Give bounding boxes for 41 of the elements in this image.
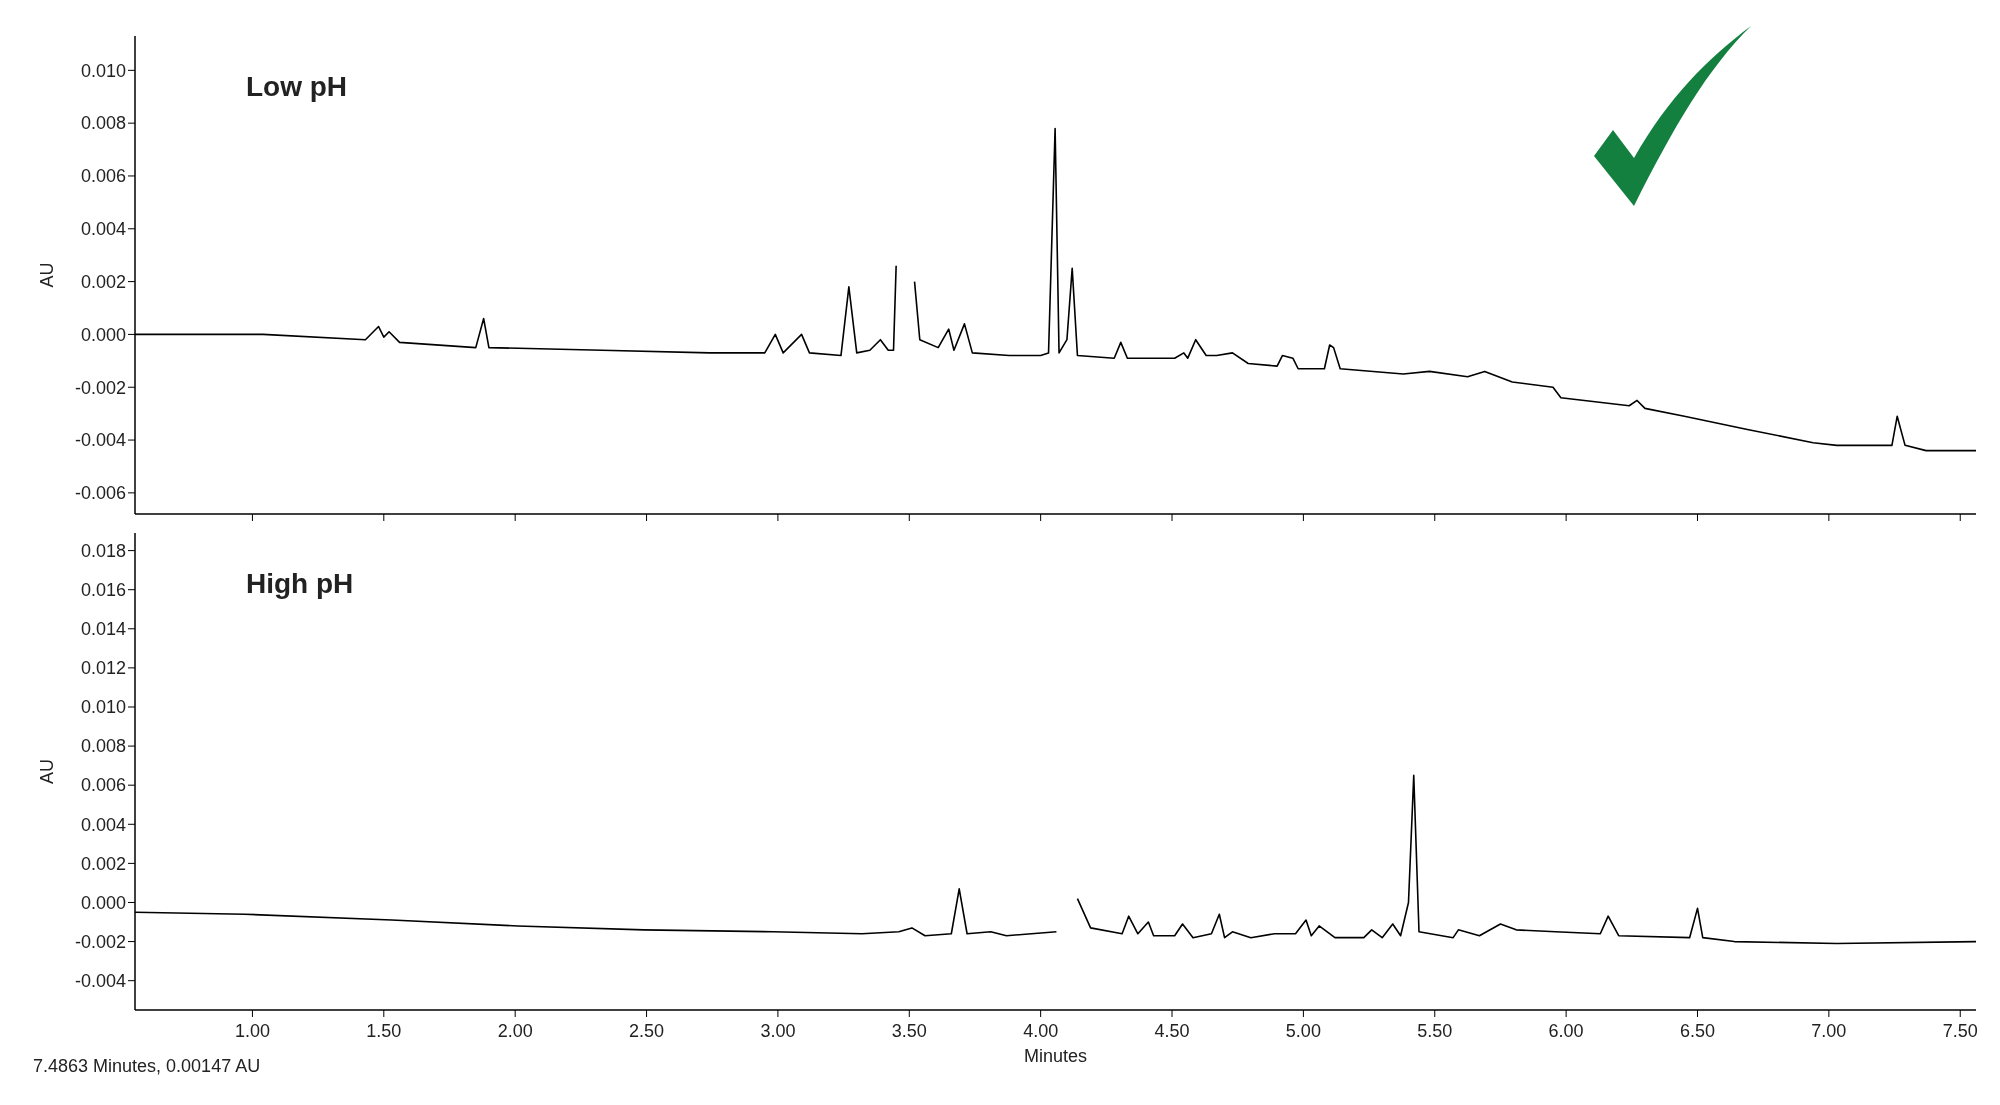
x-tick-label: 5.00 [1285, 1021, 1321, 1041]
y-tick-label: 0.012 [80, 658, 126, 679]
y-tick-label: 0.008 [80, 113, 126, 134]
x-tick-label: 5.50 [1417, 1021, 1453, 1041]
y-tick-label: -0.002 [74, 377, 126, 398]
y-tick-label: 0.018 [80, 540, 126, 561]
y-tick-label: 0.000 [80, 892, 126, 913]
y-tick-label: -0.006 [74, 483, 126, 504]
y-tick-label: -0.002 [74, 931, 126, 952]
x-tick-label: 6.50 [1679, 1021, 1716, 1041]
x-tick-label: 6.00 [1548, 1021, 1584, 1041]
text: High pH [246, 568, 354, 599]
x-tick-label: 7.50 [1942, 1021, 1978, 1041]
y-tick-label: -0.004 [74, 970, 126, 991]
text: Low pH [246, 71, 348, 102]
y-tick-label: 0.000 [80, 324, 126, 345]
x-tick-label: 4.50 [1154, 1021, 1190, 1041]
y-tick-label: 0.010 [80, 697, 126, 718]
x-tick-label: 2.50 [629, 1021, 665, 1041]
y-tick-label: 0.002 [80, 271, 126, 292]
x-tick-label: 3.00 [760, 1021, 796, 1041]
y-tick-label: 0.004 [80, 814, 126, 835]
x-tick-label: 1.00 [234, 1021, 270, 1041]
y-axis-title: AU [37, 758, 57, 785]
x-tick-label: 1.50 [366, 1021, 402, 1041]
y-tick-label: 0.014 [80, 619, 126, 640]
y-tick-label: 0.010 [80, 60, 126, 81]
y-tick-label: 0.008 [80, 736, 126, 757]
x-tick-label: 7.00 [1811, 1021, 1847, 1041]
y-tick-label: 0.016 [80, 579, 126, 600]
y-axis-title: AU [37, 262, 57, 288]
y-tick-label: 0.002 [80, 853, 126, 874]
y-tick-label: 0.006 [80, 775, 126, 796]
text: 7.4863 Minutes, 0.00147 AU [33, 1056, 261, 1076]
x-tick-label: 2.00 [497, 1021, 533, 1041]
x-tick-label: 4.00 [1023, 1021, 1059, 1041]
x-tick-label: 3.50 [891, 1021, 927, 1041]
y-tick-label: -0.004 [74, 430, 126, 451]
y-tick-label: 0.004 [80, 219, 126, 240]
y-tick-label: 0.006 [80, 166, 126, 187]
x-axis-title: Minutes [1023, 1046, 1088, 1066]
